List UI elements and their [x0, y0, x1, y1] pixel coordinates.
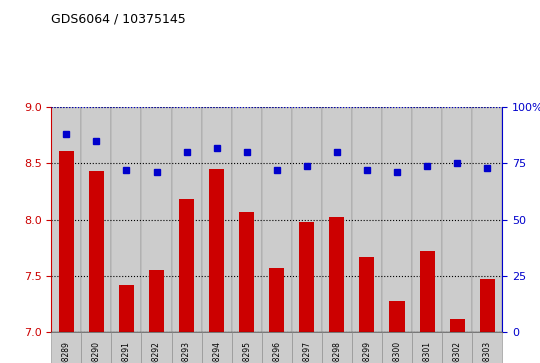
Bar: [382, 332, 412, 363]
Bar: [262, 332, 292, 363]
Bar: [412, 332, 442, 363]
Bar: [149, 270, 164, 332]
Text: GSM1498298: GSM1498298: [332, 341, 341, 363]
Bar: [201, 107, 232, 332]
Bar: [141, 332, 172, 363]
Bar: [472, 107, 502, 332]
Bar: [412, 107, 442, 332]
Text: GSM1498299: GSM1498299: [362, 341, 372, 363]
Text: GSM1498303: GSM1498303: [483, 341, 491, 363]
Text: GSM1498300: GSM1498300: [393, 341, 401, 363]
Text: GSM1498302: GSM1498302: [453, 341, 462, 363]
Bar: [89, 171, 104, 332]
Bar: [141, 107, 172, 332]
Bar: [232, 332, 262, 363]
Bar: [442, 332, 472, 363]
Bar: [352, 332, 382, 363]
Bar: [179, 199, 194, 332]
Bar: [82, 107, 111, 332]
Bar: [239, 212, 254, 332]
Bar: [51, 107, 82, 332]
Text: GSM1498296: GSM1498296: [272, 341, 281, 363]
Bar: [322, 332, 352, 363]
Bar: [201, 332, 232, 363]
Bar: [352, 107, 382, 332]
Bar: [329, 217, 345, 332]
Bar: [450, 319, 464, 332]
Text: GSM1498293: GSM1498293: [182, 341, 191, 363]
Bar: [322, 107, 352, 332]
Bar: [111, 107, 141, 332]
Bar: [292, 107, 322, 332]
Bar: [389, 301, 404, 332]
Bar: [82, 332, 111, 363]
Bar: [442, 107, 472, 332]
Bar: [51, 332, 82, 363]
Bar: [119, 285, 134, 332]
Text: GSM1498301: GSM1498301: [422, 341, 431, 363]
Bar: [209, 169, 224, 332]
Text: GSM1498297: GSM1498297: [302, 341, 311, 363]
Text: GSM1498294: GSM1498294: [212, 341, 221, 363]
Bar: [382, 107, 412, 332]
Bar: [172, 332, 201, 363]
Bar: [172, 107, 201, 332]
Bar: [262, 107, 292, 332]
Text: GSM1498292: GSM1498292: [152, 341, 161, 363]
Text: GSM1498289: GSM1498289: [62, 341, 71, 363]
Text: GSM1498291: GSM1498291: [122, 341, 131, 363]
Bar: [292, 332, 322, 363]
Text: GSM1498290: GSM1498290: [92, 341, 101, 363]
Bar: [59, 151, 74, 332]
Text: GSM1498295: GSM1498295: [242, 341, 251, 363]
Bar: [232, 107, 262, 332]
Bar: [111, 332, 141, 363]
Bar: [472, 332, 502, 363]
Text: GDS6064 / 10375145: GDS6064 / 10375145: [51, 12, 186, 25]
Bar: [420, 251, 435, 332]
Bar: [269, 268, 284, 332]
Bar: [480, 279, 495, 332]
Bar: [360, 257, 374, 332]
Bar: [299, 222, 314, 332]
